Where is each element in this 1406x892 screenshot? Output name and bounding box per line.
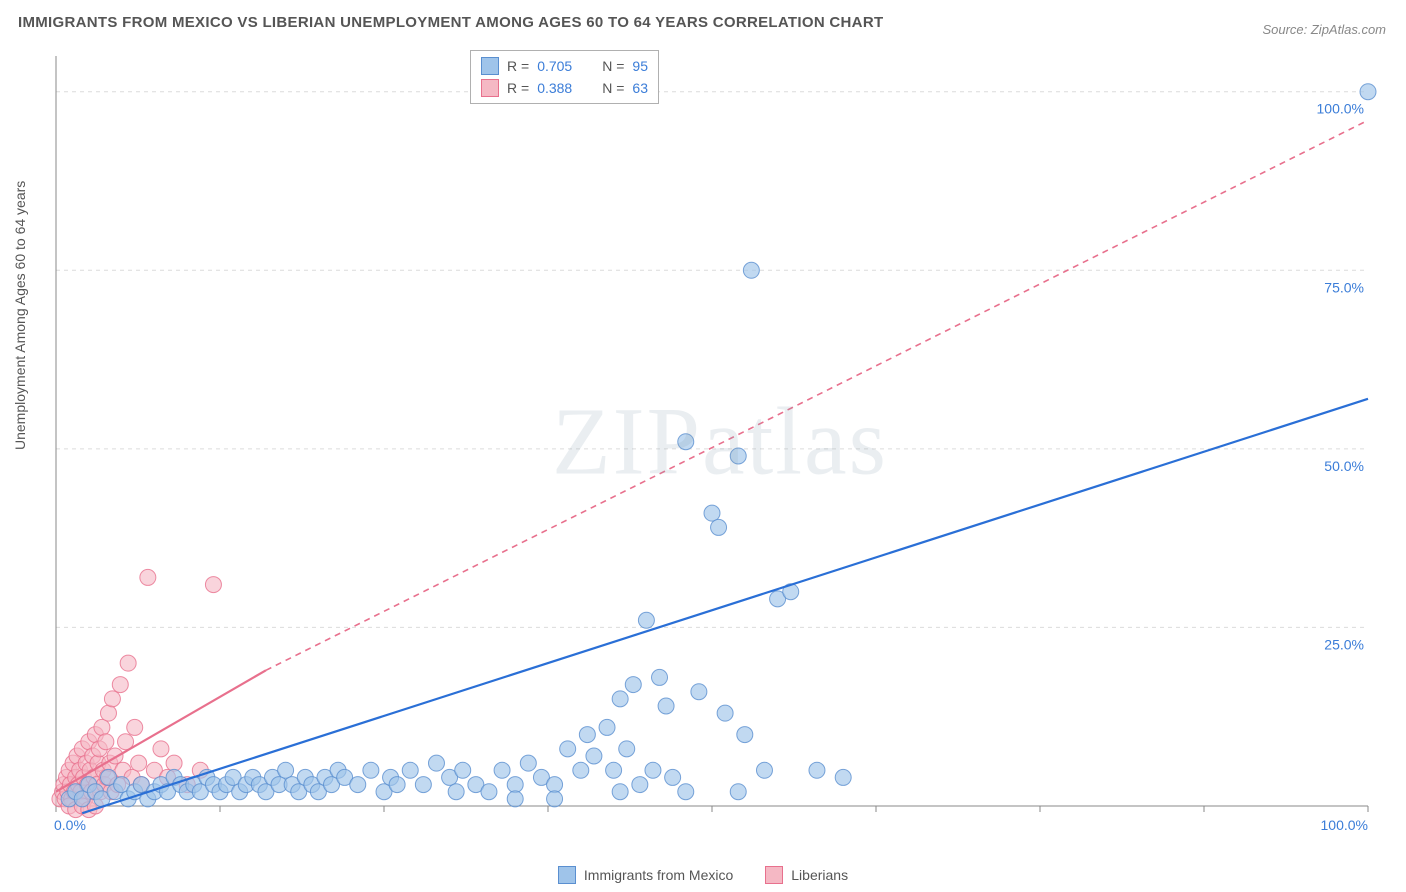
legend-swatch-mexico: [558, 866, 576, 884]
chart-area: 25.0%50.0%75.0%100.0%0.0%100.0% ZIPatlas: [50, 46, 1390, 836]
legend-swatch-mexico: [481, 57, 499, 75]
legend-item-mexico: Immigrants from Mexico: [558, 866, 733, 884]
legend-label: Immigrants from Mexico: [584, 867, 733, 883]
svg-text:100.0%: 100.0%: [1321, 817, 1368, 833]
correlation-legend: R = 0.705 N = 95 R = 0.388 N = 63: [470, 50, 659, 104]
y-axis-label: Unemployment Among Ages 60 to 64 years: [12, 181, 28, 450]
r-label: R =: [507, 58, 529, 74]
legend-label: Liberians: [791, 867, 848, 883]
chart-title: IMMIGRANTS FROM MEXICO VS LIBERIAN UNEMP…: [18, 14, 883, 31]
n-value: 63: [632, 80, 648, 96]
r-value: 0.388: [537, 80, 572, 96]
svg-text:75.0%: 75.0%: [1324, 279, 1364, 295]
n-label: N =: [602, 80, 624, 96]
legend-item-liberians: Liberians: [765, 866, 848, 884]
legend-row: R = 0.388 N = 63: [481, 77, 648, 99]
series-legend: Immigrants from Mexico Liberians: [0, 866, 1406, 884]
source-attribution: Source: ZipAtlas.com: [1262, 22, 1386, 37]
svg-text:0.0%: 0.0%: [54, 817, 86, 833]
legend-row: R = 0.705 N = 95: [481, 55, 648, 77]
scatter-chart: 25.0% 50.0% 75.0% 100.0% 0.0% 100.0%: [50, 46, 1390, 836]
legend-swatch-liberians: [765, 866, 783, 884]
svg-text:100.0%: 100.0%: [1317, 101, 1364, 117]
r-label: R =: [507, 80, 529, 96]
svg-text:50.0%: 50.0%: [1324, 458, 1364, 474]
legend-swatch-liberians: [481, 79, 499, 97]
n-value: 95: [632, 58, 648, 74]
r-value: 0.705: [537, 58, 572, 74]
svg-text:25.0%: 25.0%: [1324, 636, 1364, 652]
n-label: N =: [602, 58, 624, 74]
